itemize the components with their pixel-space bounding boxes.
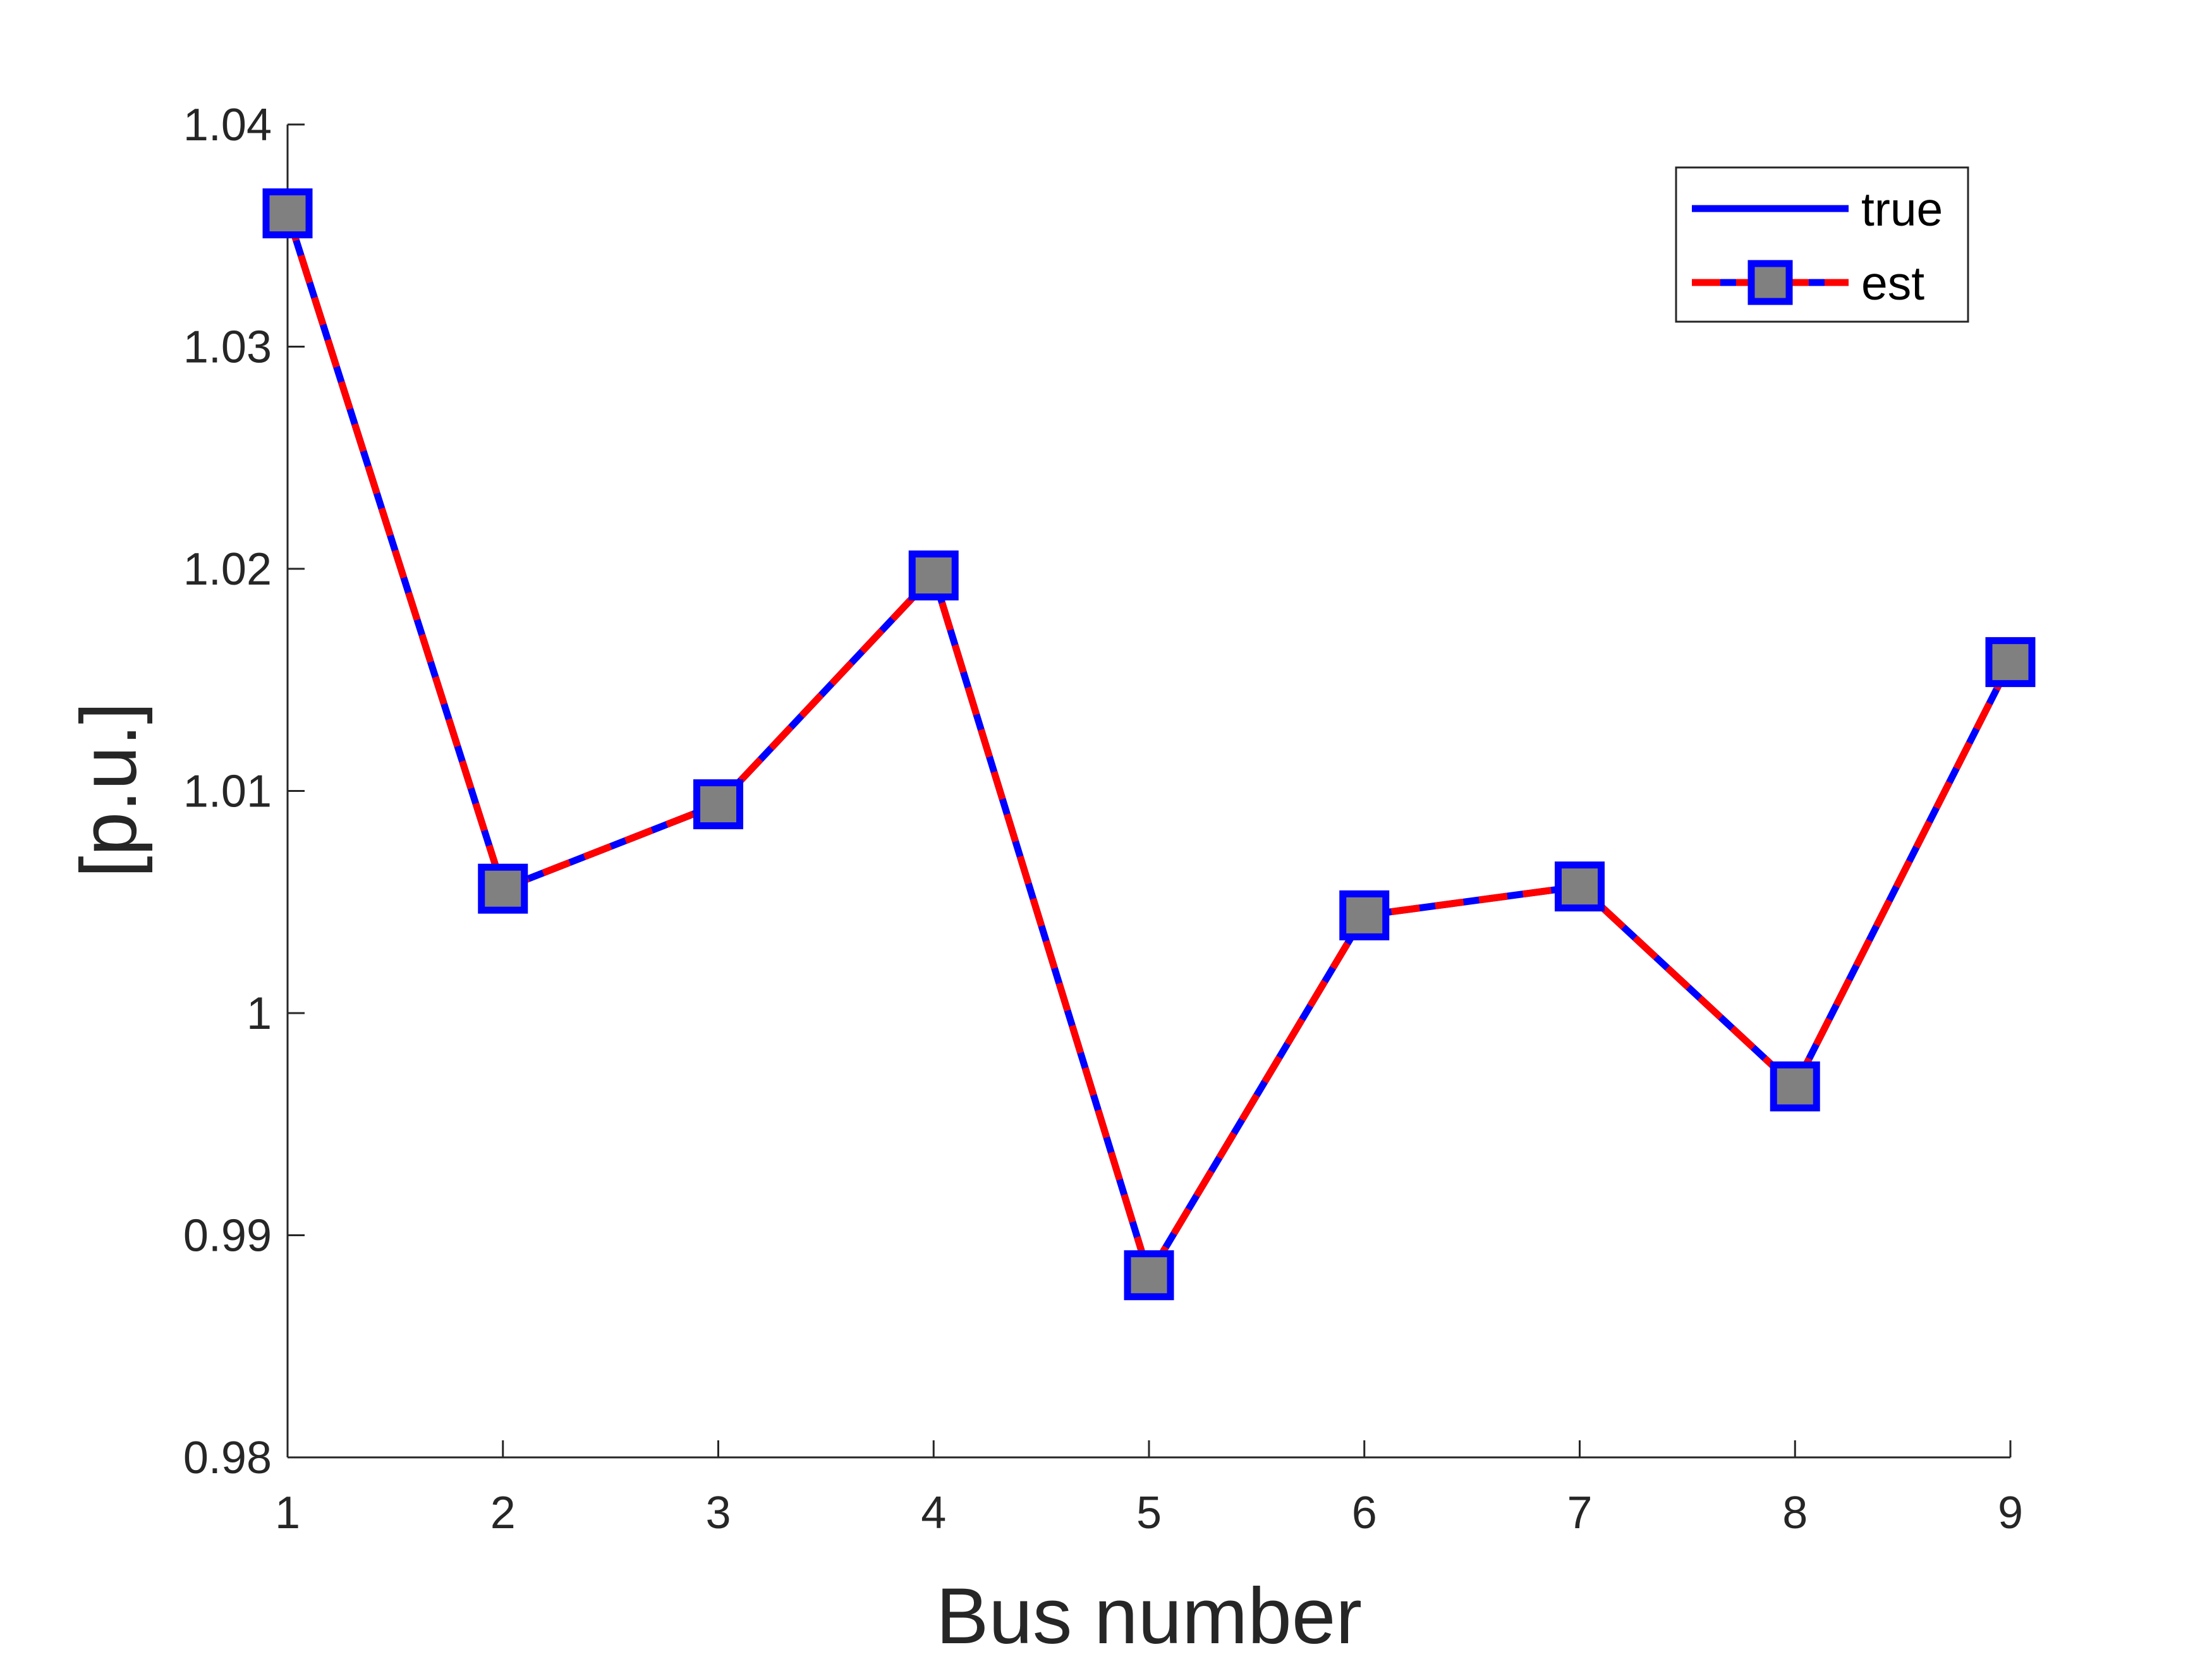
- y-tick-label: 1.04: [183, 100, 272, 150]
- est-marker: [1124, 1250, 1174, 1301]
- x-tick-label: 1: [275, 1488, 300, 1538]
- legend-true-label: true: [1861, 183, 1943, 236]
- y-tick-label: 0.98: [183, 1433, 272, 1483]
- x-tick-label: 3: [705, 1488, 731, 1538]
- y-axis-label: [p.u.]: [65, 702, 153, 878]
- est-marker: [1770, 1061, 1820, 1112]
- est-marker: [908, 550, 959, 601]
- legend: true est: [1675, 166, 1969, 323]
- axes: 1 2 3 4 5 6 7 8 9 0.98 0.99 1 1.01 1.02 1.03 1.04: [183, 100, 2023, 1538]
- y-tick-label: 1: [246, 988, 272, 1039]
- x-tick-label: 2: [490, 1488, 516, 1538]
- y-tick-label: 1.02: [183, 544, 272, 595]
- y-tick-label: 1.03: [183, 322, 272, 373]
- est-marker: [1339, 890, 1390, 940]
- legend-box: [1675, 166, 1969, 323]
- series-true-line: [284, 212, 2014, 1279]
- x-tick-label: 5: [1136, 1488, 1162, 1538]
- x-tick-label: 6: [1352, 1488, 1377, 1538]
- legend-est-label: est: [1861, 257, 1924, 310]
- x-tick-label: 8: [1782, 1488, 1808, 1538]
- series-est-line: [284, 212, 2014, 1284]
- x-tick-label: 7: [1567, 1488, 1592, 1538]
- est-marker: [1985, 637, 2036, 688]
- y-tick-label: 0.99: [183, 1211, 272, 1261]
- plot-area: [262, 188, 2036, 1301]
- est-marker: [478, 863, 528, 914]
- est-marker: [693, 779, 743, 830]
- est-marker: [1555, 861, 1605, 912]
- est-marker: [262, 188, 313, 239]
- x-tick-label: 4: [921, 1488, 946, 1538]
- x-tick-label: 9: [1998, 1488, 2023, 1538]
- x-axis-label: Bus number: [936, 1572, 1362, 1659]
- y-tick-label: 1.01: [183, 767, 272, 817]
- legend-est-marker: [1747, 260, 1793, 305]
